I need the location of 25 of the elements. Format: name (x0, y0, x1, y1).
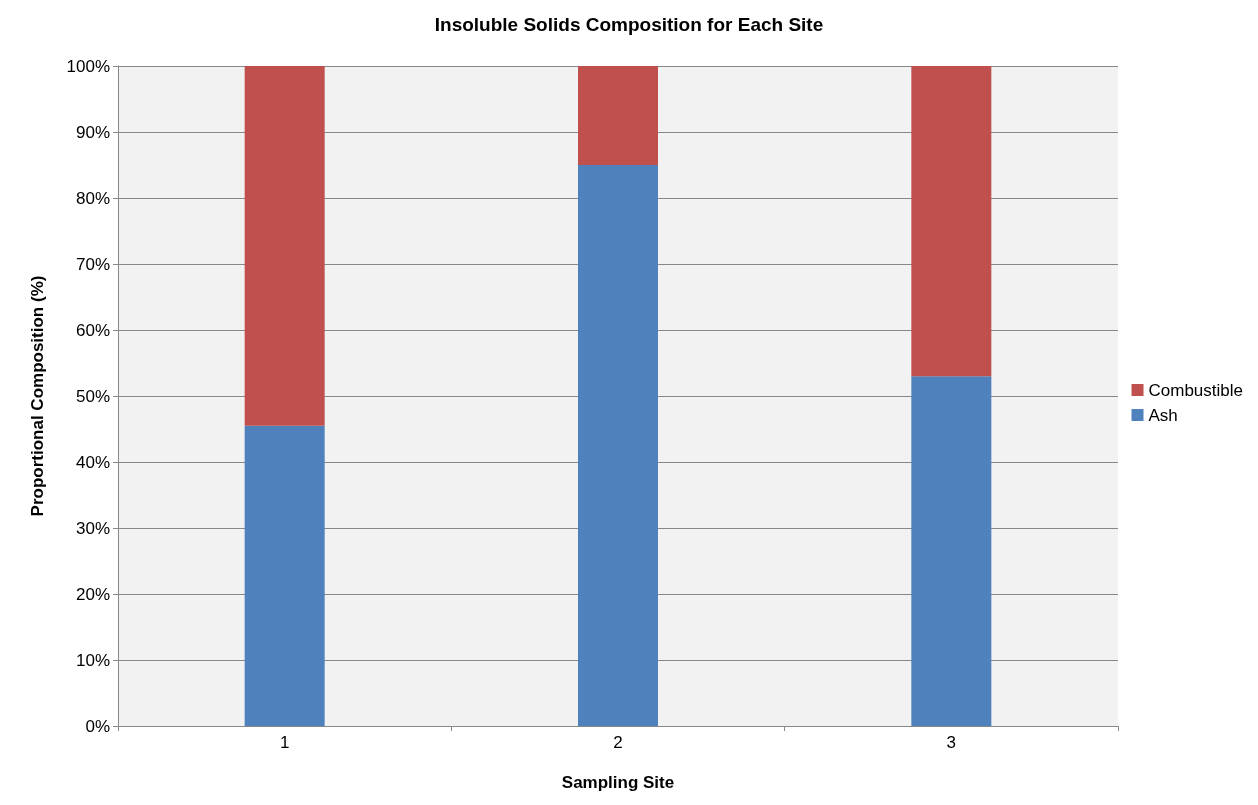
x-tick-label: 2 (613, 733, 623, 752)
legend-label: Combustible (1148, 380, 1244, 400)
y-tick-label: 60% (75, 320, 110, 340)
bar (578, 66, 658, 165)
y-tick-label: 50% (75, 386, 110, 406)
bar (911, 376, 992, 726)
y-tick-label: 100% (66, 56, 110, 76)
bar (911, 66, 992, 377)
y-tick-label: 30% (75, 518, 110, 538)
bar (244, 66, 325, 426)
y-tick-label: 70% (75, 254, 110, 274)
y-tick-label: 20% (75, 584, 110, 604)
y-tick-label: 80% (75, 188, 110, 208)
y-axis-title: Proportional Composition (%) (28, 275, 47, 517)
y-tick-label: 40% (75, 452, 110, 472)
y-tick-label: 0% (85, 716, 110, 736)
legend-label: Ash (1148, 405, 1178, 425)
y-tick-label: 90% (75, 122, 110, 142)
chart-title: Insoluble Solids Composition for Each Site (434, 14, 824, 35)
bar (244, 425, 325, 726)
x-tick-label: 1 (279, 733, 290, 752)
x-axis-title: Sampling Site (561, 773, 675, 792)
x-tick-label: 3 (946, 733, 957, 752)
bar (578, 165, 658, 726)
y-tick-label: 10% (75, 650, 110, 670)
